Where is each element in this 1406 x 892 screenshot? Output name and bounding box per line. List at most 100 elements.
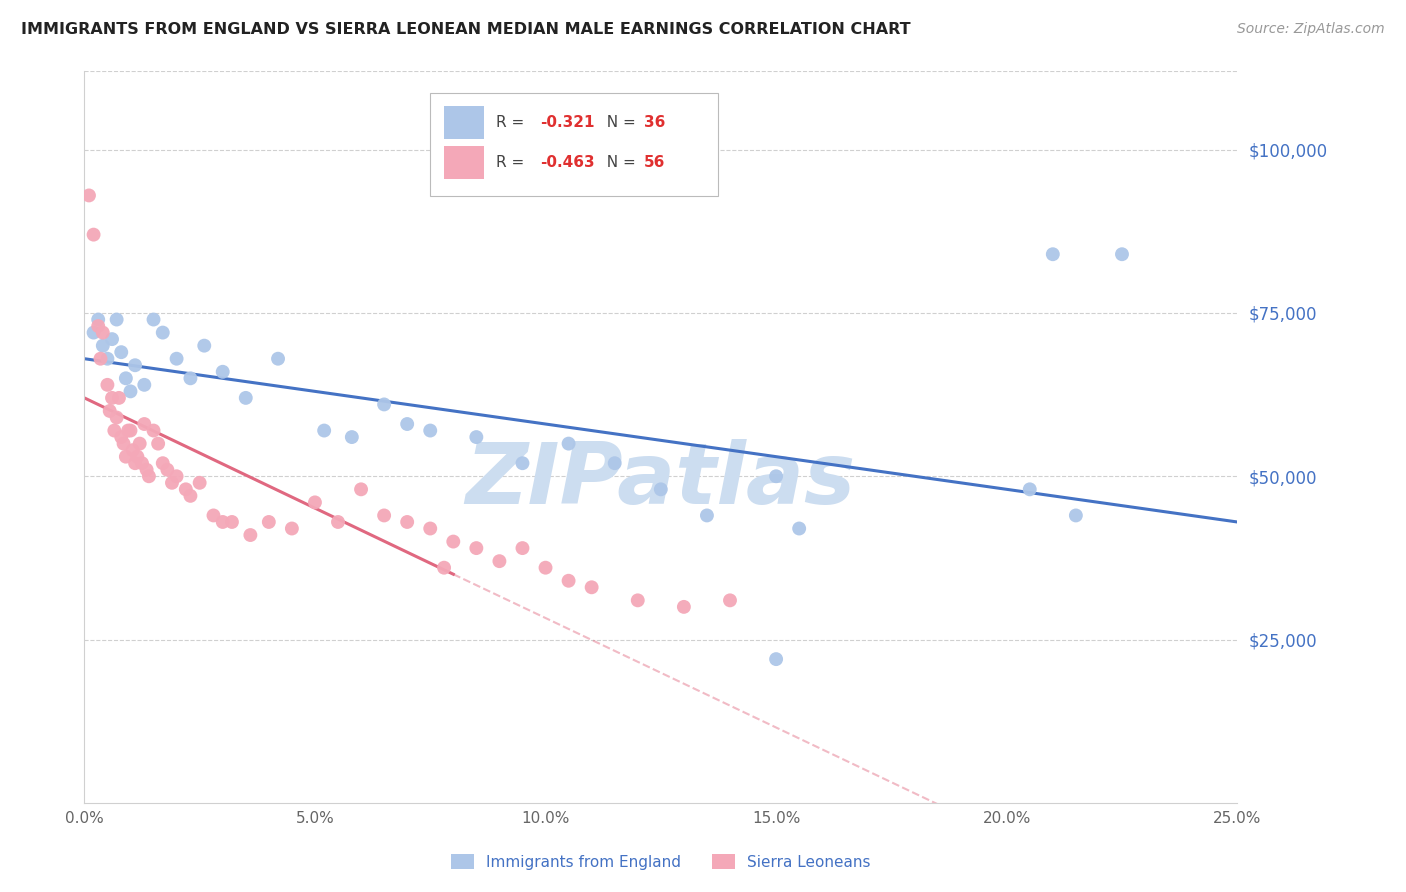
Point <box>211 365 233 379</box>
Point <box>105 410 128 425</box>
Point <box>124 456 146 470</box>
Point <box>77 188 100 202</box>
Text: ZIPatlas: ZIPatlas <box>465 440 856 523</box>
Bar <box>444 106 485 139</box>
Point <box>134 377 156 392</box>
Point <box>142 312 165 326</box>
Point <box>89 351 111 366</box>
Point <box>304 495 326 509</box>
Point <box>115 450 138 464</box>
Point <box>257 515 280 529</box>
Text: Source: ZipAtlas.com: Source: ZipAtlas.com <box>1237 22 1385 37</box>
Point <box>373 508 395 523</box>
Point <box>131 456 153 470</box>
Point <box>83 326 105 340</box>
Point <box>465 541 488 555</box>
Point <box>128 436 150 450</box>
Point <box>211 515 233 529</box>
Point <box>419 521 441 535</box>
Point <box>179 489 201 503</box>
Point <box>120 384 142 399</box>
Point <box>557 574 579 588</box>
Text: R =: R = <box>496 155 529 170</box>
Point <box>115 371 138 385</box>
Point <box>787 521 810 535</box>
Point <box>110 430 132 444</box>
Point <box>627 593 650 607</box>
Point <box>135 463 157 477</box>
Point <box>433 560 456 574</box>
Point <box>179 371 201 385</box>
Text: R =: R = <box>496 115 529 130</box>
Point <box>239 528 262 542</box>
Point <box>396 417 419 431</box>
Point <box>103 424 125 438</box>
Point <box>121 443 143 458</box>
Point <box>672 599 695 614</box>
Legend: Immigrants from England, Sierra Leoneans: Immigrants from England, Sierra Leoneans <box>446 847 876 876</box>
Point <box>156 463 179 477</box>
Point <box>314 424 336 438</box>
Point <box>117 424 139 438</box>
Point <box>146 436 169 450</box>
Point <box>465 430 488 444</box>
Point <box>1042 247 1064 261</box>
Text: -0.463: -0.463 <box>540 155 595 170</box>
Text: -0.321: -0.321 <box>540 115 595 130</box>
Point <box>202 508 225 523</box>
Point <box>373 397 395 411</box>
Point <box>221 515 243 529</box>
Point <box>765 469 787 483</box>
Point <box>350 483 373 497</box>
Point <box>488 554 510 568</box>
Point <box>124 358 146 372</box>
Point <box>134 417 156 431</box>
Point <box>419 424 441 438</box>
Text: 36: 36 <box>644 115 665 130</box>
Text: 56: 56 <box>644 155 665 170</box>
Point <box>340 430 363 444</box>
Point <box>581 580 603 594</box>
Point <box>120 424 142 438</box>
Point <box>152 456 174 470</box>
Point <box>101 391 124 405</box>
Point <box>326 515 349 529</box>
Point <box>235 391 257 405</box>
Point <box>718 593 741 607</box>
Point <box>512 541 534 555</box>
Point <box>441 534 464 549</box>
Point <box>87 312 110 326</box>
Point <box>152 326 174 340</box>
Point <box>188 475 211 490</box>
Point <box>91 338 114 352</box>
Text: IMMIGRANTS FROM ENGLAND VS SIERRA LEONEAN MEDIAN MALE EARNINGS CORRELATION CHART: IMMIGRANTS FROM ENGLAND VS SIERRA LEONEA… <box>21 22 911 37</box>
Point <box>96 377 118 392</box>
Point <box>193 338 215 352</box>
Point <box>512 456 534 470</box>
Point <box>1064 508 1087 523</box>
Point <box>142 424 165 438</box>
Point <box>101 332 124 346</box>
Point <box>166 351 188 366</box>
FancyBboxPatch shape <box>430 94 718 195</box>
Point <box>1111 247 1133 261</box>
Point <box>603 456 626 470</box>
Point <box>83 227 105 242</box>
Point <box>96 351 118 366</box>
Point <box>281 521 304 535</box>
Point <box>696 508 718 523</box>
Point <box>110 345 132 359</box>
Point <box>91 326 114 340</box>
Point <box>160 475 183 490</box>
Point <box>650 483 672 497</box>
Point <box>174 483 197 497</box>
Point <box>557 436 579 450</box>
Point <box>138 469 160 483</box>
Point <box>1018 483 1040 497</box>
Text: N =: N = <box>598 115 641 130</box>
Text: N =: N = <box>598 155 641 170</box>
Point <box>108 391 131 405</box>
Point <box>87 319 110 334</box>
Point <box>765 652 787 666</box>
Point <box>534 560 557 574</box>
